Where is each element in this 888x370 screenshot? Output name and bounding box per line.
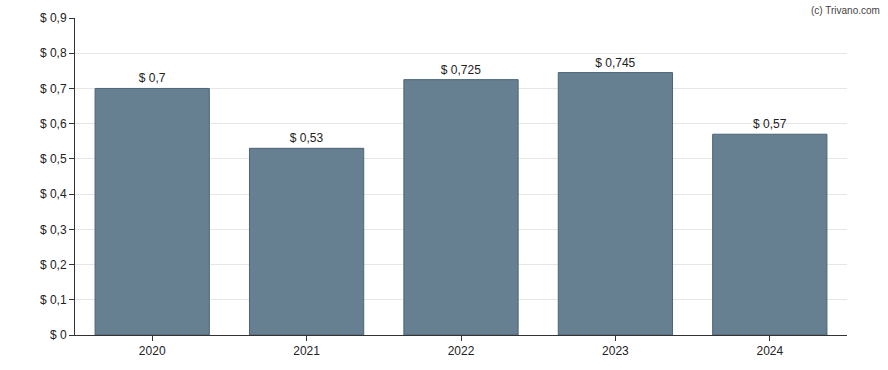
svg-text:$ 0,9: $ 0,9	[40, 11, 67, 25]
svg-text:2021: 2021	[293, 344, 320, 358]
svg-text:$ 0,745: $ 0,745	[595, 56, 635, 70]
svg-text:$ 0,8: $ 0,8	[40, 46, 67, 60]
svg-text:2020: 2020	[139, 344, 166, 358]
svg-text:$ 0,6: $ 0,6	[40, 117, 67, 131]
svg-text:$ 0,5: $ 0,5	[40, 152, 67, 166]
svg-text:$ 0,53: $ 0,53	[290, 131, 324, 145]
svg-text:$ 0,57: $ 0,57	[753, 117, 787, 131]
svg-text:$ 0,4: $ 0,4	[40, 187, 67, 201]
svg-text:2024: 2024	[756, 344, 783, 358]
svg-text:$ 0,7: $ 0,7	[40, 82, 67, 96]
svg-text:$ 0,3: $ 0,3	[40, 223, 67, 237]
svg-text:2023: 2023	[602, 344, 629, 358]
svg-text:2022: 2022	[448, 344, 475, 358]
svg-text:$ 0: $ 0	[50, 328, 67, 342]
svg-text:$ 0,7: $ 0,7	[139, 71, 166, 85]
svg-text:$ 0,2: $ 0,2	[40, 258, 67, 272]
svg-text:(c) Trivano.com: (c) Trivano.com	[811, 5, 880, 16]
svg-text:$ 0,725: $ 0,725	[441, 63, 481, 77]
svg-text:$ 0,1: $ 0,1	[40, 293, 67, 307]
